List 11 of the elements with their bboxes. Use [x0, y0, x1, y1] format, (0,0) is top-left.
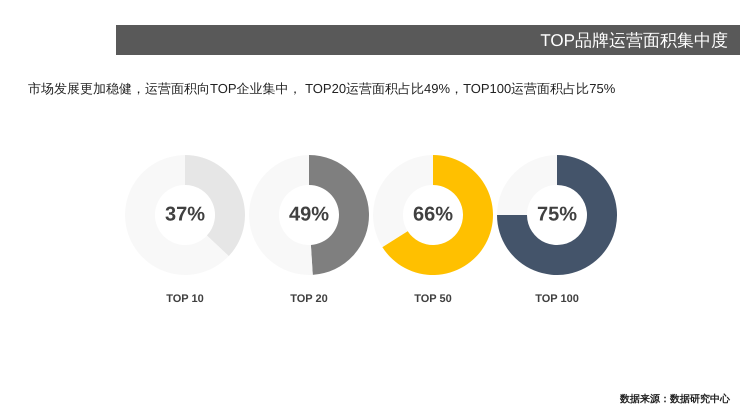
- text: 市场发展更加稳健，运营面积向TOP企业集中， TOP20运营面积占比49%，TOP100运营面积占比75%: [28, 80, 616, 98]
- data-label: 66%: [412, 204, 454, 226]
- text: TOP品牌运营面积集中度: [540, 30, 728, 52]
- data-label: 49%: [288, 204, 330, 226]
- text: TOP 50: [413, 293, 453, 305]
- data-label: 75%: [536, 204, 578, 226]
- data-label: 37%: [164, 204, 206, 226]
- text: TOP 10: [165, 293, 205, 305]
- text: TOP 100: [534, 293, 580, 305]
- source-note: 数据来源：数据研究中心: [620, 392, 730, 406]
- text: TOP 20: [289, 293, 329, 305]
